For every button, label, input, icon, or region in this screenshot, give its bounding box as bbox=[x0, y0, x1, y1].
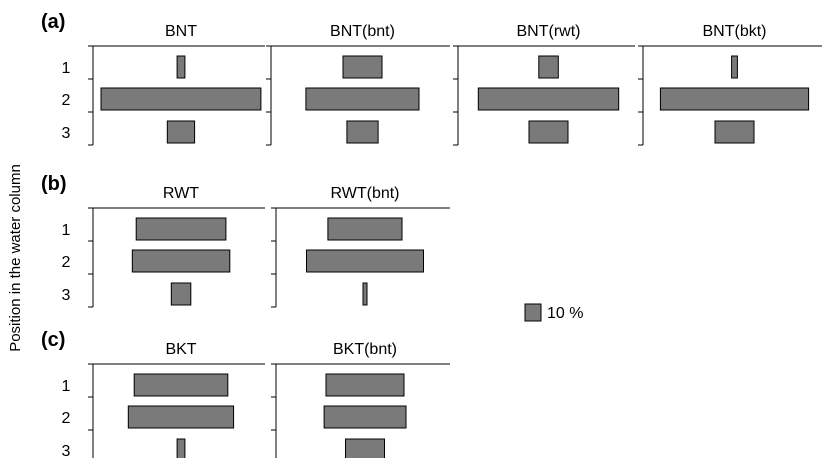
bar-position-3 bbox=[346, 120, 379, 144]
bar-position-2 bbox=[305, 87, 420, 111]
bar-position-2 bbox=[131, 249, 231, 273]
position-label-1: 1 bbox=[62, 378, 71, 395]
position-label-2: 2 bbox=[62, 410, 71, 427]
bar-position-2 bbox=[477, 87, 620, 111]
panel-title: BNT(bkt) bbox=[703, 23, 767, 40]
y-axis-title: Position in the water column bbox=[7, 164, 24, 352]
bar-position-1 bbox=[135, 217, 227, 241]
panel-letter: (a) bbox=[41, 11, 65, 33]
bar-position-3 bbox=[714, 120, 755, 144]
panel-letter: (b) bbox=[41, 173, 67, 195]
bar-position-1 bbox=[538, 55, 559, 79]
bar-position-3 bbox=[170, 282, 192, 306]
panel-title: BNT(rwt) bbox=[517, 23, 581, 40]
panel-bkt: (c) BKT 1 2 3 bbox=[41, 329, 265, 458]
bar-position-2 bbox=[306, 249, 424, 273]
position-label-1: 1 bbox=[62, 222, 71, 239]
bar-position-3 bbox=[345, 438, 385, 458]
panels: (a) BNT 1 2 3 BNT(bnt) BNT(rwt) BNT(bkt) (b) RWT 1… bbox=[41, 11, 822, 458]
panel-title: BKT bbox=[165, 341, 196, 358]
bar-position-1 bbox=[342, 55, 383, 79]
bar-position-3 bbox=[176, 438, 186, 458]
panel-title: BNT bbox=[165, 23, 197, 40]
position-label-3: 3 bbox=[62, 443, 71, 458]
panel-bnt-rwt: BNT(rwt) bbox=[453, 23, 635, 146]
bar-position-2 bbox=[100, 87, 262, 111]
panel-bkt-bnt: BKT(bnt) bbox=[271, 341, 450, 458]
panel-bnt-bkt: BNT(bkt) bbox=[638, 23, 822, 146]
bar-position-2 bbox=[659, 87, 810, 111]
bar-position-2 bbox=[323, 405, 407, 429]
panel-title: RWT bbox=[163, 185, 199, 202]
position-label-2: 2 bbox=[62, 92, 71, 109]
panel-rwt-bnt: RWT(bnt) bbox=[271, 185, 450, 308]
panel-letter: (c) bbox=[41, 329, 65, 351]
scale-legend: 10 % bbox=[524, 303, 583, 322]
position-label-2: 2 bbox=[62, 254, 71, 271]
panel-title: RWT(bnt) bbox=[330, 185, 399, 202]
position-label-3: 3 bbox=[62, 125, 71, 142]
bar-position-3 bbox=[362, 282, 368, 306]
position-label-1: 1 bbox=[62, 60, 71, 77]
panel-bnt-bnt: BNT(bnt) bbox=[266, 23, 450, 146]
bar-position-3 bbox=[166, 120, 196, 144]
panel-bnt: (a) BNT 1 2 3 bbox=[41, 11, 265, 146]
scale-legend-swatch bbox=[524, 303, 542, 322]
bar-position-1 bbox=[327, 217, 403, 241]
bar-position-1 bbox=[731, 55, 738, 79]
panel-rwt: (b) RWT 1 2 3 bbox=[41, 173, 265, 308]
panel-title: BNT(bnt) bbox=[330, 23, 395, 40]
bar-position-1 bbox=[133, 373, 229, 397]
bar-position-1 bbox=[325, 373, 405, 397]
bar-position-3 bbox=[528, 120, 569, 144]
bar-position-2 bbox=[127, 405, 235, 429]
scale-legend-label: 10 % bbox=[547, 305, 583, 322]
panel-title: BKT(bnt) bbox=[333, 341, 397, 358]
position-label-3: 3 bbox=[62, 287, 71, 304]
bar-position-1 bbox=[176, 55, 186, 79]
